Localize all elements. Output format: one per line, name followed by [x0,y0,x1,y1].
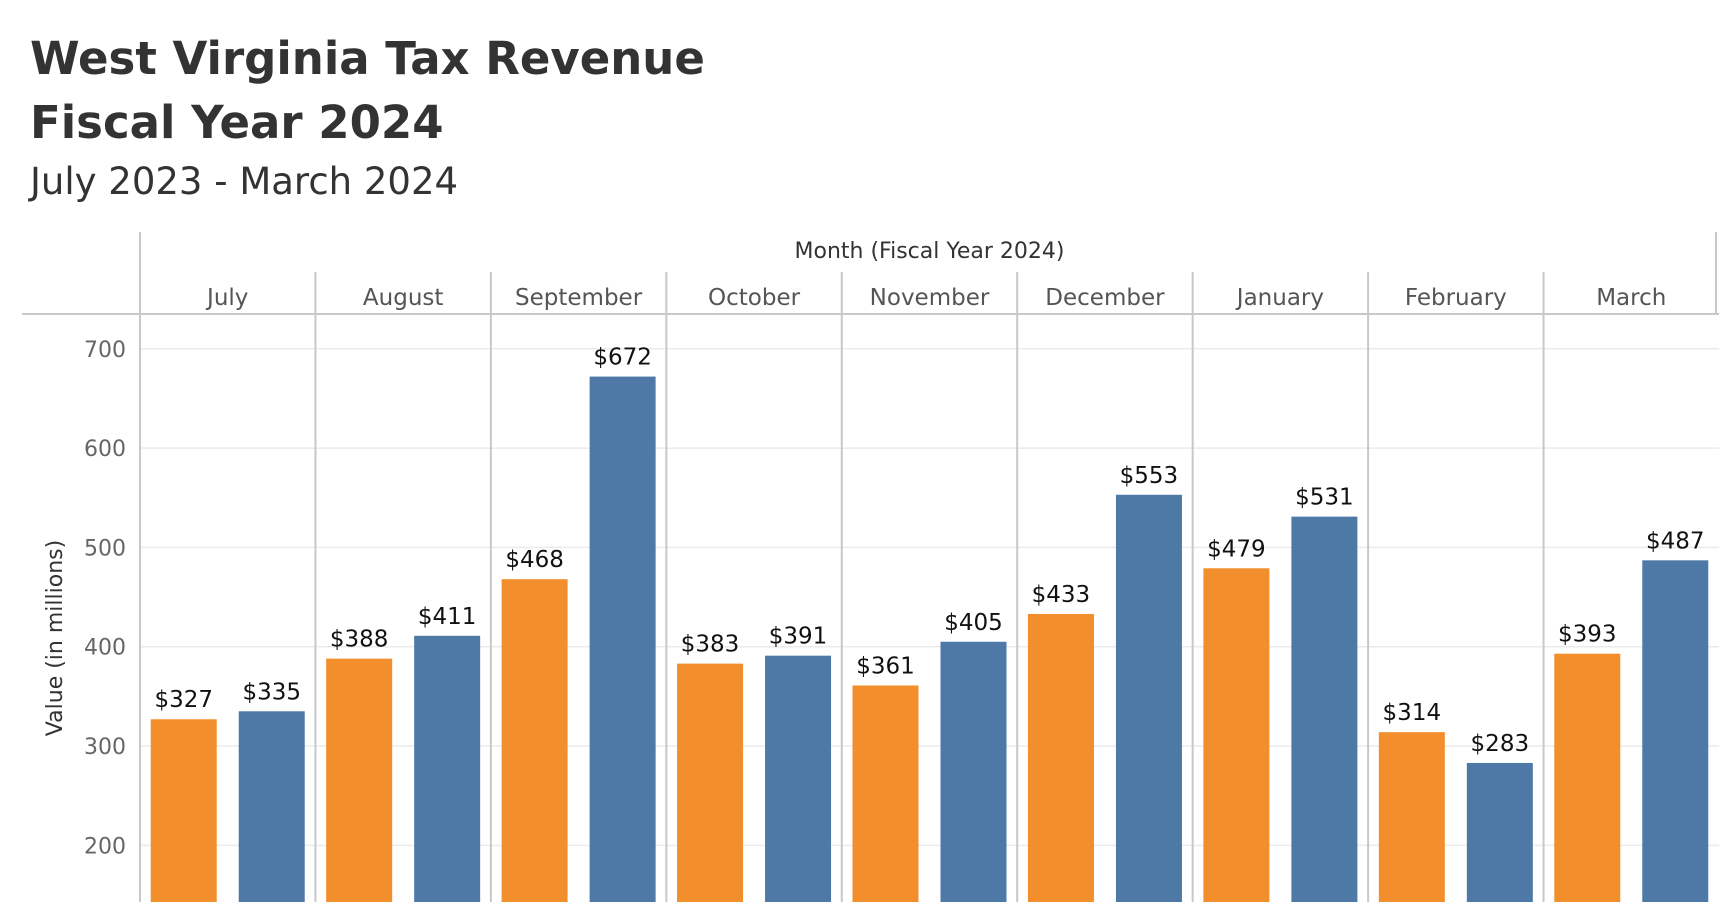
bar [1203,568,1270,902]
data-label: $468 [505,547,564,573]
bar [238,711,305,902]
month-label-november: November [870,285,990,311]
data-label: $672 [593,345,652,371]
month-label-february: February [1405,285,1507,311]
y-tick-label: 700 [84,338,126,363]
month-label-august: August [363,285,444,311]
bar [501,579,568,902]
month-label-january: January [1235,285,1324,311]
bar [1291,516,1358,902]
chart-title-line-1: West Virginia Tax Revenue [30,32,705,85]
bar [1554,653,1621,902]
data-label: $487 [1646,528,1705,554]
month-label-july: July [205,285,248,311]
data-label: $479 [1207,536,1266,562]
data-label: $391 [769,624,828,650]
bar [677,663,744,902]
bar [1466,762,1533,902]
data-label: $531 [1295,485,1354,511]
month-label-september: September [515,285,643,311]
y-tick-label: 600 [84,437,126,462]
bar [1115,494,1182,902]
data-label: $433 [1032,582,1091,608]
data-label: $361 [856,653,915,679]
bar [765,655,832,902]
bar [940,641,1007,902]
bar [1378,732,1445,902]
month-label-december: December [1045,285,1165,311]
data-label: $388 [330,627,389,653]
data-label: $383 [681,632,740,658]
bar [589,376,656,902]
chart-subtitle: July 2023 - March 2024 [30,160,459,203]
month-label-march: March [1596,285,1666,311]
data-label: $405 [944,610,1003,636]
month-label-october: October [708,285,801,311]
data-label: $393 [1558,622,1617,648]
data-label: $411 [418,604,477,630]
data-label: $327 [154,687,213,713]
data-label: $553 [1120,463,1179,489]
y-tick-label: 400 [84,636,126,661]
y-tick-label: 500 [84,536,126,561]
data-label: $314 [1383,700,1442,726]
y-axis-title: Value (in millions) [43,540,68,736]
data-label: $335 [242,679,301,705]
bar [1027,613,1094,902]
bar [150,719,217,902]
y-tick-label: 300 [84,735,126,760]
data-label: $283 [1471,731,1530,757]
y-tick-label: 200 [84,834,126,859]
bar [326,658,393,902]
bar [414,635,481,902]
chart-title-line-2: Fiscal Year 2024 [30,96,444,149]
x-axis-title: Month (Fiscal Year 2024) [795,239,1065,264]
bar [1642,560,1709,902]
bar [852,685,919,902]
